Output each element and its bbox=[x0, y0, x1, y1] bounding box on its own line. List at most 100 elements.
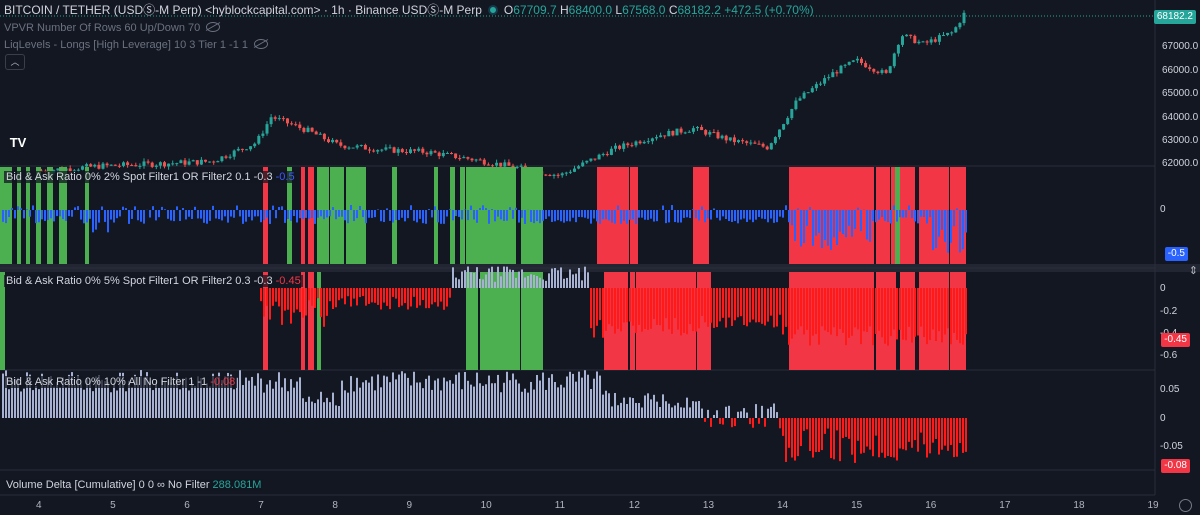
candle-body bbox=[204, 159, 207, 162]
candle-body bbox=[503, 162, 507, 167]
pane1-bar bbox=[227, 210, 229, 223]
hidden-eye-icon[interactable] bbox=[206, 22, 221, 32]
pane1-bar bbox=[365, 210, 367, 224]
overlay-vpvr[interactable]: VPVR Number Of Rows 60 Up/Down 70 bbox=[4, 21, 221, 35]
candle-body bbox=[298, 124, 302, 128]
pane3-bar bbox=[920, 418, 922, 433]
pane1-bar bbox=[53, 210, 55, 222]
time-tick: 7 bbox=[258, 500, 264, 511]
pane1-bar bbox=[401, 210, 403, 218]
pane2-bar bbox=[311, 288, 313, 306]
candle-body bbox=[429, 151, 433, 155]
pane1-bar bbox=[449, 209, 451, 210]
pane3-bar bbox=[800, 418, 802, 447]
pane1-bar bbox=[644, 210, 646, 220]
candle-body bbox=[724, 135, 728, 141]
overlay-liqlevels[interactable]: LiqLevels - Longs [High Leverage] 10 3 T… bbox=[4, 38, 268, 52]
pane2-bar bbox=[752, 288, 754, 320]
pane4-legend[interactable]: Volume Delta [Cumulative] 0 0 ∞ No Filte… bbox=[4, 479, 264, 491]
pane1-value-label: -0.5 bbox=[1164, 247, 1188, 261]
pane3-bar bbox=[728, 405, 730, 418]
pane2-bar bbox=[470, 272, 472, 288]
settings-gear-icon[interactable] bbox=[1179, 499, 1192, 512]
pane3-bar bbox=[470, 384, 472, 418]
pane3-bar bbox=[272, 388, 274, 418]
pane2-bar bbox=[527, 275, 529, 288]
pane1-bar bbox=[257, 210, 259, 217]
time-tick: 8 bbox=[332, 500, 338, 511]
candle-body bbox=[790, 109, 794, 119]
pane1-bar bbox=[908, 205, 910, 210]
candle-body bbox=[265, 124, 269, 134]
pane2-bar bbox=[335, 288, 337, 308]
pane1-bar bbox=[338, 210, 340, 217]
pane3-bar bbox=[605, 390, 607, 418]
hidden-eye-icon[interactable] bbox=[253, 39, 268, 49]
pane2-legend[interactable]: Bid & Ask Ratio 0% 5% Spot Filter1 OR Fi… bbox=[4, 275, 303, 287]
candle-body bbox=[581, 162, 585, 167]
candle-body bbox=[696, 127, 699, 129]
pane3-bar bbox=[797, 418, 799, 457]
pane1-bar bbox=[869, 210, 871, 242]
pane2-bar bbox=[482, 279, 484, 288]
symbol-title[interactable]: BITCOIN / TETHER (USDⓈ-M Perp) <hyblockc… bbox=[4, 3, 482, 17]
tradingview-logo[interactable]: TV bbox=[6, 133, 30, 153]
pane2-bar bbox=[641, 288, 643, 332]
pane1-zone bbox=[263, 167, 268, 264]
candle-body bbox=[638, 141, 642, 144]
candle-body bbox=[687, 131, 691, 133]
pane1-bar bbox=[722, 210, 724, 217]
pane3-bar bbox=[962, 418, 964, 453]
candle-body bbox=[937, 35, 941, 42]
pane1-bar bbox=[77, 206, 79, 210]
resize-handle-icon[interactable]: ⇕ bbox=[1188, 265, 1198, 277]
pane3-bar bbox=[902, 418, 904, 450]
low-value: 67568.0 bbox=[622, 3, 666, 17]
pane1-legend[interactable]: Bid & Ask Ratio 0% 2% Spot Filter1 OR Fi… bbox=[4, 171, 297, 183]
pane3-bar bbox=[317, 399, 319, 418]
pane1-bar bbox=[263, 210, 265, 221]
pane1-bar bbox=[179, 210, 181, 221]
candle-body bbox=[363, 144, 367, 150]
candle-body bbox=[179, 160, 183, 164]
pane2-bar bbox=[659, 288, 661, 326]
pane1-bar bbox=[554, 210, 556, 222]
pane2-bar bbox=[791, 288, 793, 339]
pane1-bar bbox=[665, 210, 667, 224]
pane2-bar bbox=[308, 288, 310, 301]
pane1-bar bbox=[809, 207, 811, 210]
pane1-bar bbox=[407, 210, 409, 219]
pane2-bar bbox=[668, 288, 670, 330]
pane2-bar bbox=[380, 288, 382, 310]
pane1-bar bbox=[71, 210, 73, 217]
pane3-bar bbox=[506, 371, 508, 418]
pane3-bar bbox=[215, 378, 217, 418]
candle-body bbox=[905, 34, 909, 37]
pane1-bar bbox=[617, 205, 619, 210]
pane2-bar bbox=[632, 288, 634, 326]
pane2-bar bbox=[515, 277, 517, 288]
pane3-bar bbox=[617, 405, 619, 418]
pane3-bar bbox=[788, 418, 790, 448]
pane3-bar bbox=[719, 418, 721, 424]
chevron-up-icon[interactable]: ︿ bbox=[5, 54, 25, 70]
candle-body bbox=[839, 65, 843, 74]
pane1-bar bbox=[899, 210, 901, 218]
pane3-tick: -0.05 bbox=[1160, 441, 1183, 452]
pane1-bar bbox=[821, 210, 823, 249]
pane3-bar bbox=[599, 375, 601, 418]
pane3-bar bbox=[848, 418, 850, 439]
pane3-bar bbox=[548, 377, 550, 418]
candle-body bbox=[659, 135, 663, 138]
pane3-bar bbox=[203, 387, 205, 418]
pane3-bar bbox=[647, 393, 649, 418]
pane1-bar bbox=[815, 210, 817, 236]
pane3-bar bbox=[218, 372, 220, 418]
candle-body bbox=[351, 147, 355, 149]
pane3-bar bbox=[416, 382, 418, 418]
pane2-bar bbox=[932, 288, 934, 330]
time-tick: 11 bbox=[554, 500, 566, 511]
pane1-bar bbox=[854, 210, 856, 229]
pane3-legend[interactable]: Bid & Ask Ratio 0% 10% All No Filter 1 -… bbox=[4, 376, 238, 388]
